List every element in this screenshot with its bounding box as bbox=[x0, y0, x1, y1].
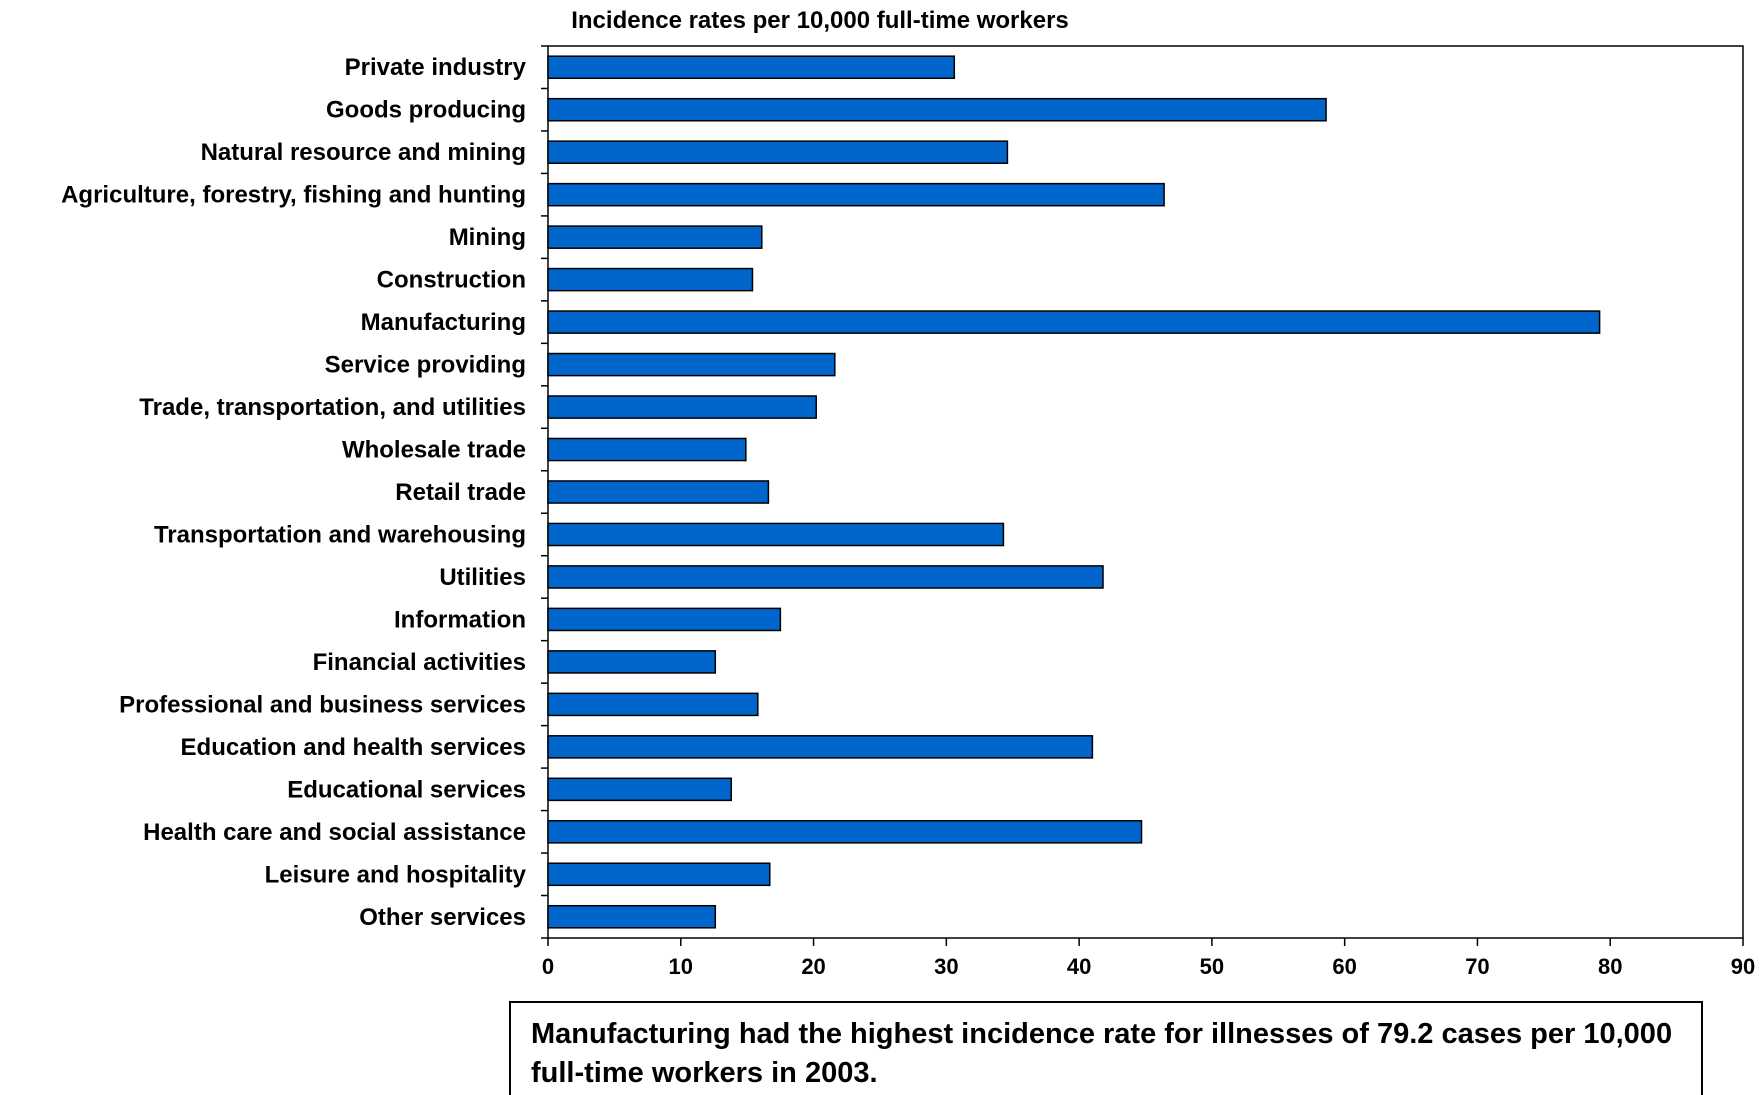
x-tick-label: 40 bbox=[1067, 954, 1091, 979]
bar bbox=[547, 565, 1104, 589]
x-tick-label: 30 bbox=[934, 954, 958, 979]
category-label: Natural resource and mining bbox=[201, 139, 526, 166]
bar bbox=[547, 267, 754, 292]
x-tick-label: 0 bbox=[542, 954, 554, 979]
bar bbox=[547, 904, 717, 929]
category-label: Leisure and hospitality bbox=[265, 861, 527, 888]
category-label: Transportation and warehousing bbox=[154, 521, 526, 548]
x-tick-label: 80 bbox=[1598, 954, 1622, 979]
bar bbox=[547, 182, 1165, 207]
category-label: Mining bbox=[449, 224, 526, 251]
chart-title: Incidence rates per 10,000 full-time wor… bbox=[571, 7, 1069, 34]
category-label: Financial activities bbox=[313, 649, 526, 676]
category-label: Health care and social assistance bbox=[143, 819, 526, 846]
bar bbox=[547, 735, 1094, 759]
category-label: Manufacturing bbox=[361, 309, 526, 336]
bar bbox=[547, 310, 1601, 334]
bar bbox=[547, 862, 771, 887]
x-tick-label: 60 bbox=[1332, 954, 1356, 979]
category-label: Professional and business services bbox=[119, 691, 526, 718]
bar bbox=[547, 692, 759, 717]
bar bbox=[547, 55, 956, 80]
category-label: Service providing bbox=[325, 352, 526, 379]
bar bbox=[547, 97, 1327, 122]
category-label: Utilities bbox=[439, 564, 526, 591]
category-label: Retail trade bbox=[395, 479, 526, 506]
category-label: Wholesale trade bbox=[342, 437, 526, 464]
x-tick-label: 20 bbox=[801, 954, 825, 979]
category-label: Information bbox=[394, 606, 526, 633]
bar bbox=[547, 225, 763, 249]
bar bbox=[547, 352, 836, 377]
bar bbox=[547, 607, 782, 632]
category-label: Education and health services bbox=[181, 734, 526, 761]
category-label: Trade, transportation, and utilities bbox=[139, 394, 526, 421]
bar bbox=[547, 140, 1009, 164]
category-label: Educational services bbox=[287, 776, 526, 803]
annotation-box: Manufacturing had the highest incidence … bbox=[509, 1001, 1703, 1095]
bar bbox=[547, 437, 747, 462]
category-label: Agriculture, forestry, fishing and hunti… bbox=[61, 182, 526, 209]
category-label: Private industry bbox=[345, 54, 527, 81]
bar bbox=[547, 395, 817, 419]
x-tick-label: 50 bbox=[1200, 954, 1224, 979]
bar bbox=[547, 820, 1143, 844]
category-label: Goods producing bbox=[326, 97, 526, 124]
bar bbox=[547, 480, 770, 504]
category-label: Other services bbox=[359, 904, 526, 931]
x-tick-label: 90 bbox=[1731, 954, 1755, 979]
bar bbox=[547, 650, 717, 674]
bar bbox=[547, 522, 1005, 547]
category-label: Construction bbox=[377, 267, 526, 294]
x-tick-label: 70 bbox=[1465, 954, 1489, 979]
annotation-text: Manufacturing had the highest incidence … bbox=[531, 1018, 1673, 1089]
x-tick-label: 10 bbox=[669, 954, 693, 979]
bar bbox=[547, 777, 732, 802]
